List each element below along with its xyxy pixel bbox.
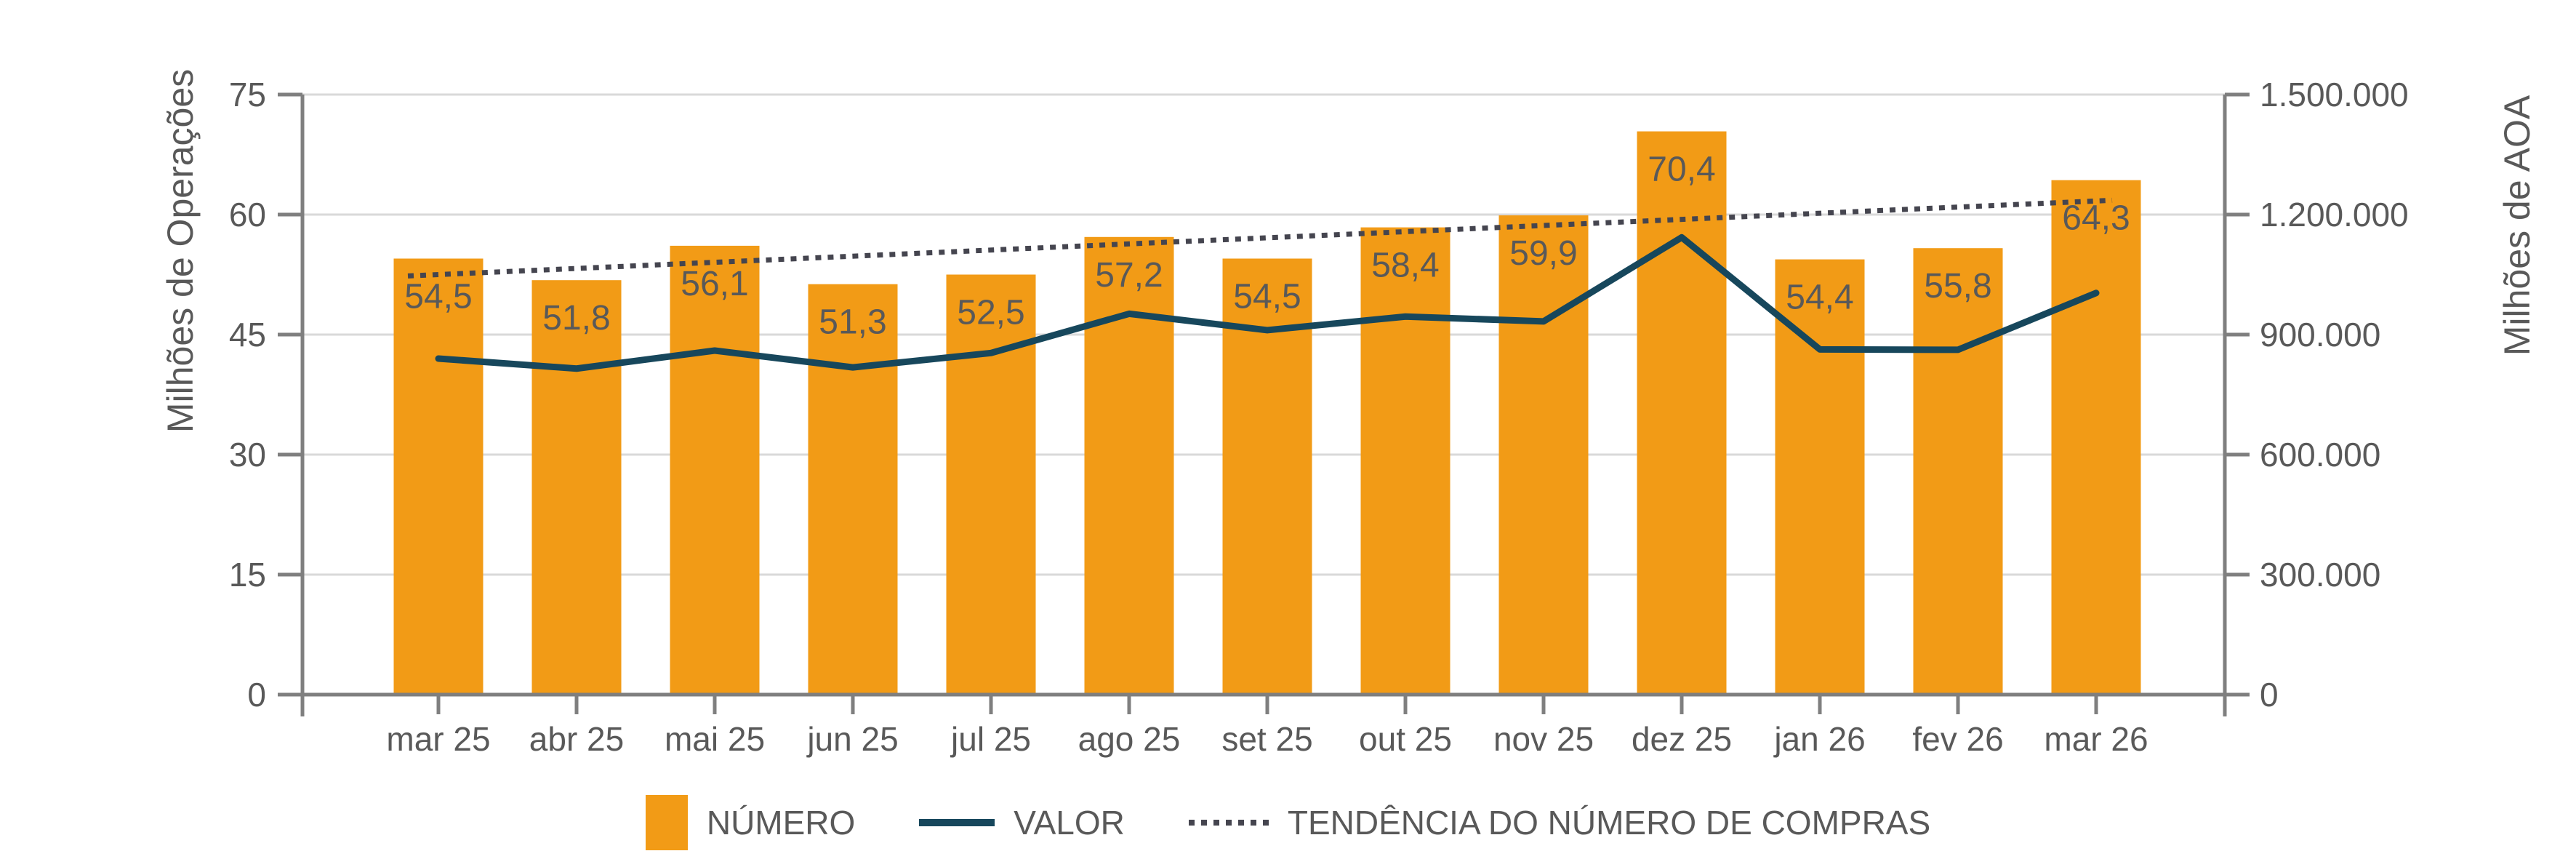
bar-abr-25	[531, 280, 622, 695]
bar-jul-25	[946, 274, 1036, 695]
legend-label-valor: VALOR	[1014, 804, 1125, 842]
legend: NÚMERO VALOR TENDÊNCIA DO NÚMERO DE COMP…	[0, 791, 2576, 854]
right-axis-tick-label: 1.500.000	[2260, 76, 2409, 113]
legend-label-numero: NÚMERO	[706, 804, 856, 842]
legend-swatch-line	[919, 819, 995, 826]
left-axis-tick-label: 15	[229, 556, 266, 594]
bar-label-abr-25: 51,8	[542, 299, 610, 337]
right-axis-tick-label: 1.200.000	[2260, 196, 2409, 233]
legend-swatch-dotted-line	[1188, 820, 1269, 826]
left-axis-tick-label: 45	[229, 316, 266, 353]
right-axis-tick-label: 900.000	[2260, 316, 2380, 353]
bar-mar-26	[2051, 180, 2141, 695]
x-axis-label-mar-26: mar 26	[2044, 720, 2148, 758]
bar-ago-25	[1084, 236, 1174, 695]
x-axis-label-ago-25: ago 25	[1078, 720, 1181, 758]
x-axis-label-out-25: out 25	[1359, 720, 1452, 758]
bar-label-jun-25: 51,3	[819, 303, 886, 342]
bar-label-jan-26: 54,4	[1786, 279, 1853, 317]
bar-mar-25	[393, 258, 483, 695]
left-axis-title: Milhões de Operações	[160, 68, 201, 434]
left-axis-tick-label: 0	[247, 676, 266, 714]
x-axis-label-nov-25: nov 25	[1493, 720, 1594, 758]
right-axis-title: Milhões de AOA	[2497, 95, 2537, 356]
x-axis-label-jan-26: jan 26	[1773, 720, 1865, 758]
bar-label-ago-25: 57,2	[1095, 256, 1163, 295]
bar-label-mar-25: 54,5	[404, 278, 472, 316]
bar-label-dez-25: 70,4	[1648, 151, 1715, 189]
bar-out-25	[1360, 227, 1450, 695]
bar-fev-26	[1913, 248, 2003, 695]
trend-line	[407, 197, 2113, 279]
bar-jun-25	[808, 284, 898, 695]
legend-label-tendencia: TENDÊNCIA DO NÚMERO DE COMPRAS	[1287, 804, 1931, 842]
bar-label-mar-26: 64,3	[2062, 199, 2130, 238]
x-axis-label-jul-25: jul 25	[950, 720, 1031, 758]
valor-line	[435, 233, 2100, 372]
x-axis-label-set-25: set 25	[1221, 720, 1312, 758]
bar-label-nov-25: 59,9	[1509, 234, 1577, 273]
bar-dez-25	[1637, 131, 1727, 695]
x-axis-label-fev-26: fev 26	[1912, 720, 2003, 758]
legend-item-tendencia: TENDÊNCIA DO NÚMERO DE COMPRAS	[1188, 803, 1931, 842]
x-axis-label-mar-25: mar 25	[386, 720, 490, 758]
right-axis-tick-label: 300.000	[2260, 556, 2380, 594]
left-axis-tick-label: 75	[229, 76, 266, 113]
legend-item-valor: VALOR	[919, 803, 1125, 842]
left-axis-tick-label: 60	[229, 196, 266, 233]
bar-nov-25	[1498, 215, 1589, 695]
bar-label-set-25: 54,5	[1233, 278, 1301, 316]
left-axis-tick-label: 30	[229, 436, 266, 474]
bar-label-jul-25: 52,5	[957, 294, 1024, 332]
bar-label-fev-26: 55,8	[1924, 267, 1991, 305]
x-axis-label-abr-25: abr 25	[529, 720, 624, 758]
bar-label-out-25: 58,4	[1371, 247, 1439, 285]
bar-label-mai-25: 56,1	[681, 265, 748, 303]
right-axis-tick-label: 600.000	[2260, 436, 2380, 474]
legend-swatch-bar	[645, 795, 688, 850]
bar-jan-26	[1775, 259, 1865, 695]
right-axis-tick-label: 0	[2260, 676, 2279, 714]
x-axis-label-mai-25: mai 25	[665, 720, 765, 758]
x-axis-label-dez-25: dez 25	[1632, 720, 1732, 758]
x-axis-label-jun-25: jun 25	[806, 720, 898, 758]
bar-mai-25	[670, 245, 760, 695]
legend-item-numero: NÚMERO	[645, 795, 856, 850]
